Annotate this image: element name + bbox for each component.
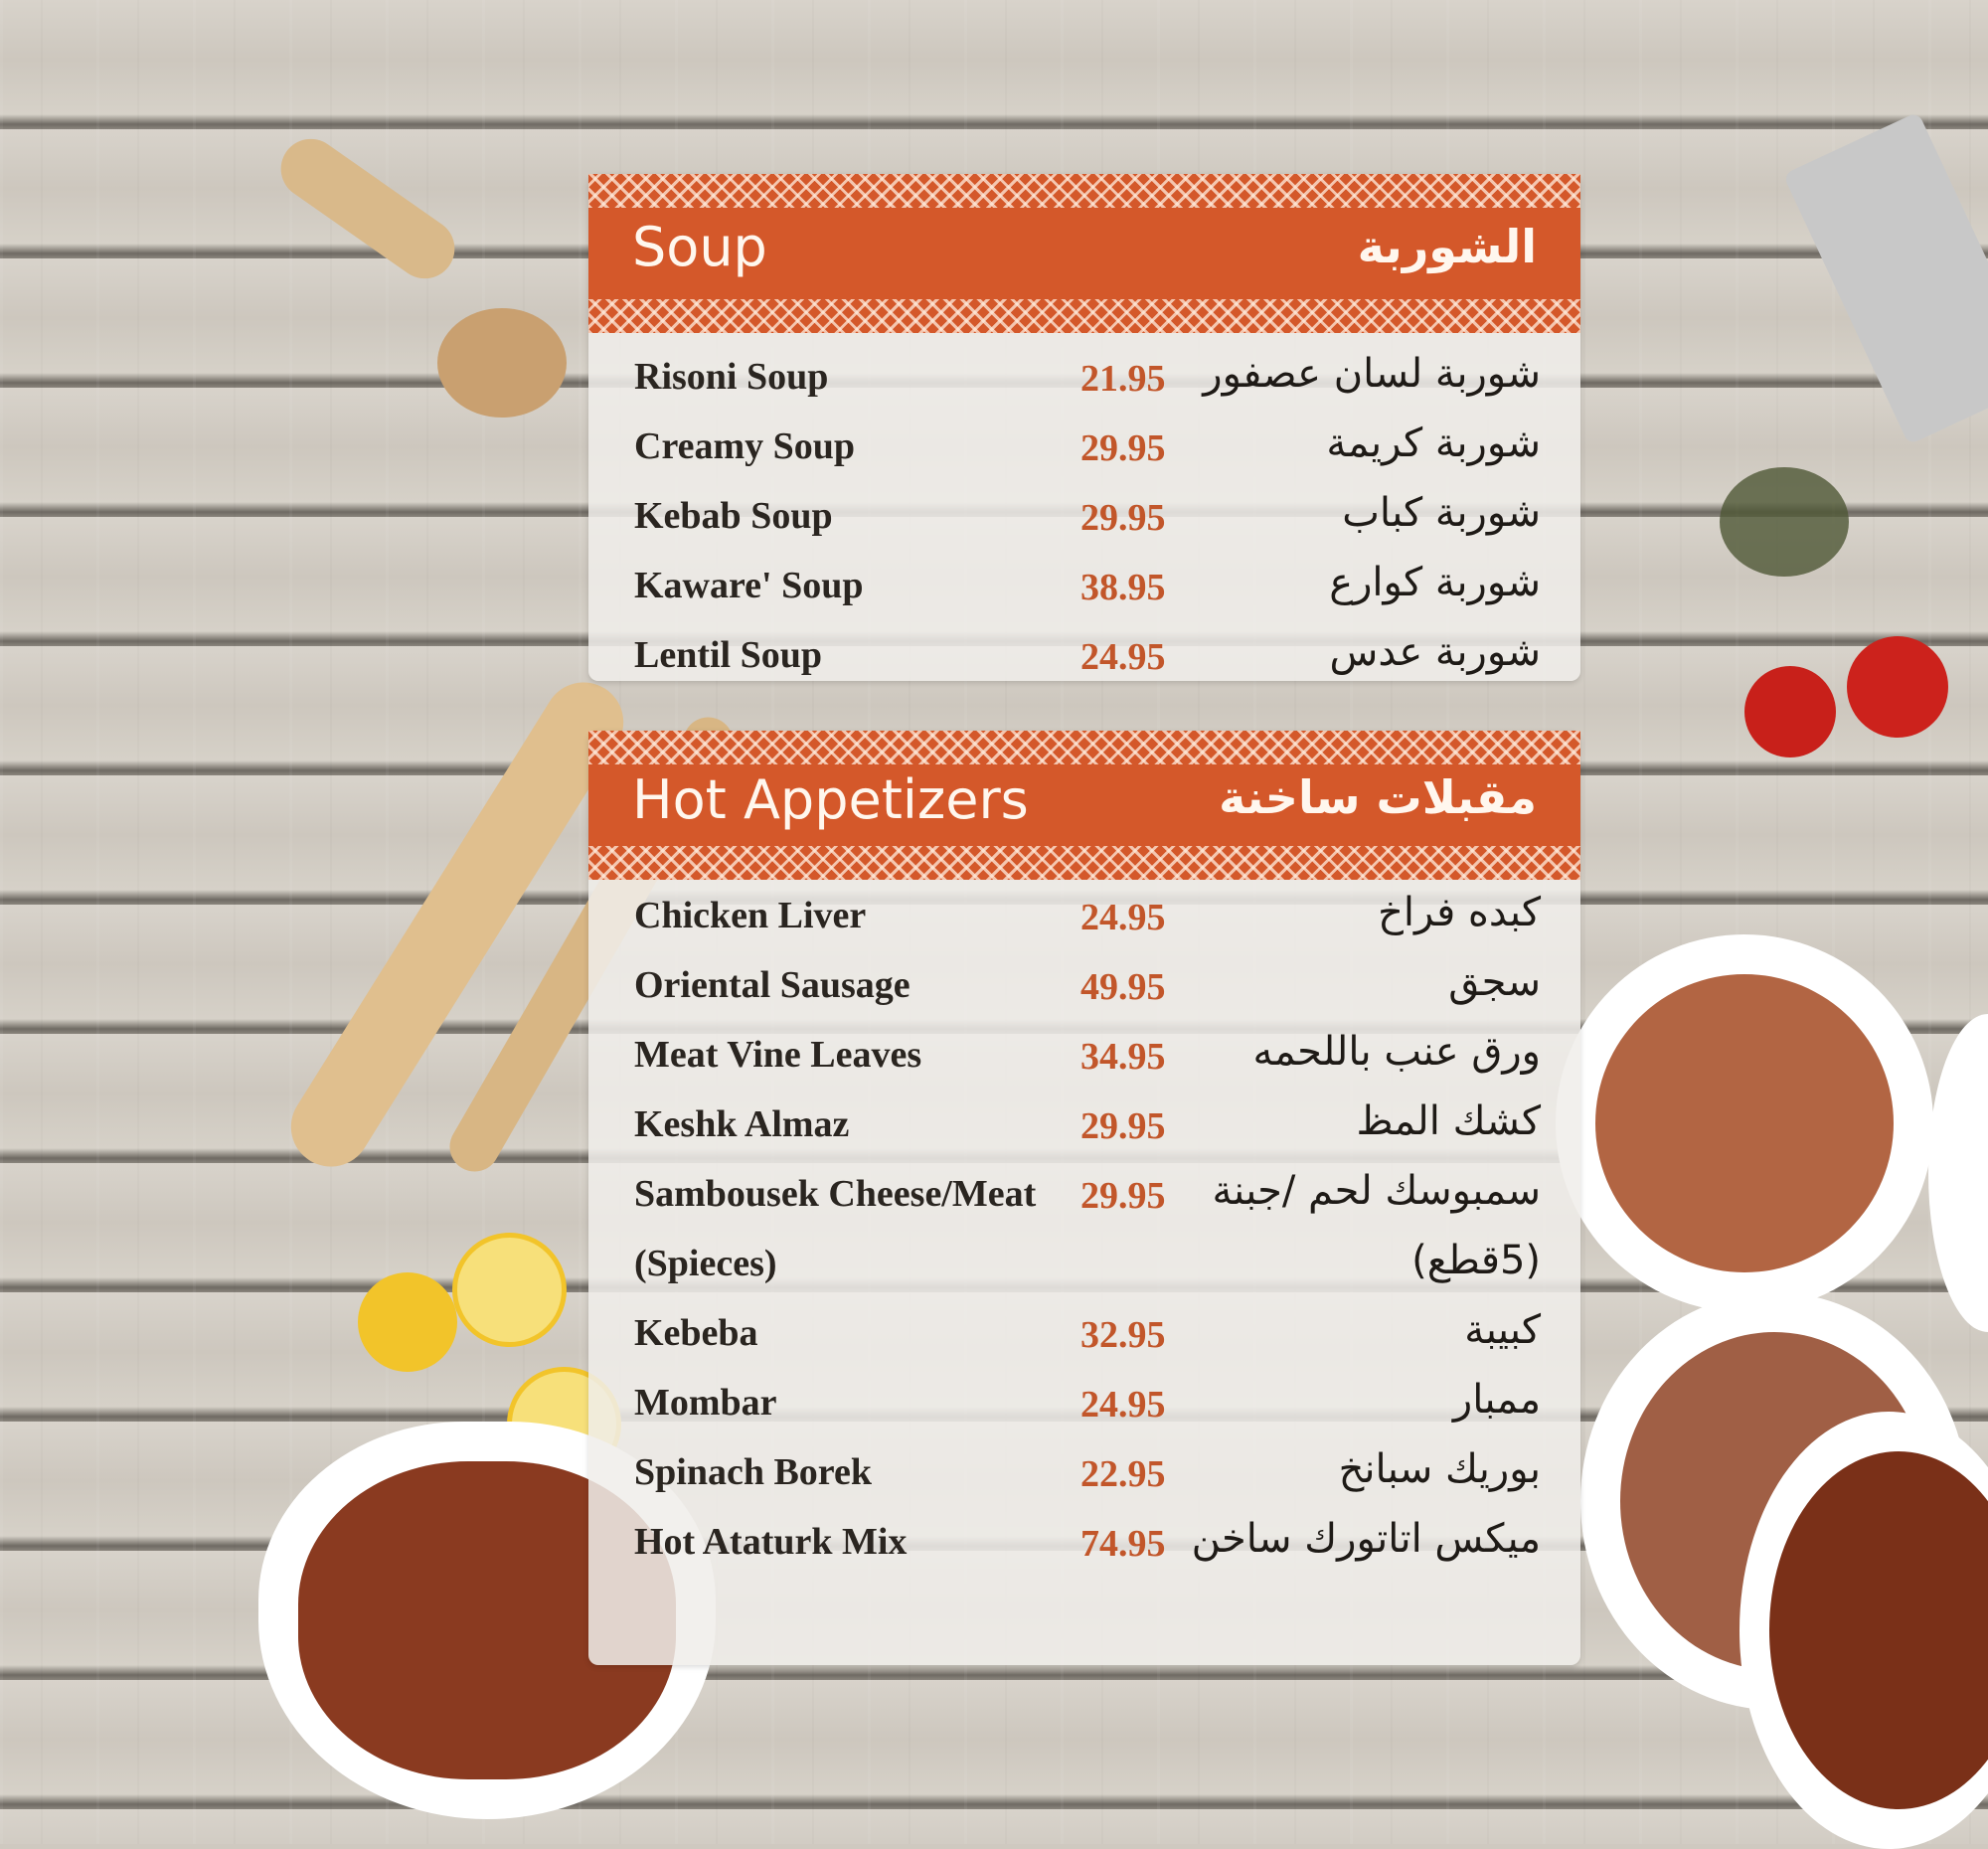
item-price: 24.95 <box>1080 897 1166 938</box>
item-name: Spinach Borek <box>634 1451 872 1493</box>
section-title: Soup <box>632 216 767 278</box>
tomato-image <box>1744 666 1836 757</box>
hot-appetizers-section: Hot Appetizers مقبلات ساخنة Chicken Live… <box>588 731 1580 1665</box>
menu-item: Chicken Liver 24.95 كبده فراخ <box>588 880 1580 949</box>
item-price: 38.95 <box>1080 567 1166 608</box>
item-name: Keshk Almaz <box>634 1103 850 1145</box>
menu-item: Lentil Soup 24.95 شوربة عدس <box>588 619 1580 689</box>
herbs-image <box>1720 467 1849 577</box>
menu-item: (Spieces) (5قطع) <box>588 1228 1580 1297</box>
item-name-arabic: كبيبة <box>1464 1307 1541 1353</box>
stew-dish-image <box>1740 1412 1988 1849</box>
item-name-arabic: ممبار <box>1452 1377 1541 1423</box>
item-name: Kaware' Soup <box>634 565 864 606</box>
item-name-arabic: كشك المظ <box>1356 1098 1541 1144</box>
menu-item: Sambousek Cheese/Meat 29.95 سمبوسك لحم /جب… <box>588 1158 1580 1228</box>
section-title: Hot Appetizers <box>632 768 1029 831</box>
item-name-arabic: شوربة كريمة <box>1326 420 1541 466</box>
wooden-scoop-image <box>268 127 586 418</box>
item-name-arabic: شوربة كوارع <box>1329 560 1541 605</box>
menu-item: Oriental Sausage 49.95 سجق <box>588 949 1580 1019</box>
item-name: Chicken Liver <box>634 895 867 936</box>
item-price: 22.95 <box>1080 1453 1166 1495</box>
item-name-arabic: كبده فراخ <box>1378 890 1541 935</box>
item-name: Meat Vine Leaves <box>634 1034 922 1076</box>
item-name: Kebab Soup <box>634 495 833 537</box>
item-name-arabic: شوربة كباب <box>1342 490 1541 536</box>
menu-item: Keshk Almaz 29.95 كشك المظ <box>588 1089 1580 1158</box>
tomato-image <box>1847 636 1948 738</box>
item-price: 74.95 <box>1080 1523 1166 1565</box>
kebeba-dish-image <box>1556 934 1933 1312</box>
item-name: Risoni Soup <box>634 356 829 398</box>
item-name-arabic: سمبوسك لحم /جبنة <box>1212 1168 1541 1214</box>
item-name: Kebeba <box>634 1312 758 1354</box>
menu-item: Kebab Soup 29.95 شوربة كباب <box>588 480 1580 550</box>
item-price: 29.95 <box>1080 1105 1166 1147</box>
item-name: Mombar <box>634 1382 777 1424</box>
item-name: Oriental Sausage <box>634 964 911 1006</box>
item-name-arabic: شوربة عدس <box>1329 629 1541 675</box>
soup-section: Soup الشوربة Risoni Soup 21.95 شوربة لسان … <box>588 174 1580 681</box>
menu-item: Kebeba 32.95 كبيبة <box>588 1297 1580 1367</box>
item-price: 21.95 <box>1080 358 1166 400</box>
section-header: Soup الشوربة <box>588 174 1580 333</box>
item-name: Sambousek Cheese/Meat <box>634 1173 1037 1215</box>
item-name-arabic: ميكس اتاتورك ساخن <box>1191 1516 1541 1562</box>
item-name-arabic: سجق <box>1448 959 1541 1005</box>
item-price: 29.95 <box>1080 1175 1166 1217</box>
pattern-border <box>588 299 1580 333</box>
item-price: 29.95 <box>1080 427 1166 469</box>
item-name-arabic: بوريك سبانخ <box>1338 1446 1541 1492</box>
item-name-arabic: ورق عنب باللحمه <box>1252 1029 1541 1075</box>
section-header: Hot Appetizers مقبلات ساخنة <box>588 731 1580 880</box>
item-price: 34.95 <box>1080 1036 1166 1078</box>
lemon-image <box>358 1272 457 1372</box>
menu-item: Kaware' Soup 38.95 شوربة كوارع <box>588 550 1580 619</box>
pattern-border <box>588 731 1580 764</box>
item-price: 24.95 <box>1080 1384 1166 1426</box>
item-price: 32.95 <box>1080 1314 1166 1356</box>
item-name: (Spieces) <box>634 1243 777 1284</box>
lemon-image <box>452 1233 567 1347</box>
menu-item: Risoni Soup 21.95 شوربة لسان عصفور <box>588 341 1580 411</box>
item-name: Lentil Soup <box>634 634 823 676</box>
pattern-border <box>588 846 1580 880</box>
item-price: 29.95 <box>1080 497 1166 539</box>
menu-item: Meat Vine Leaves 34.95 ورق عنب باللحمه <box>588 1019 1580 1089</box>
menu-item: Mombar 24.95 ممبار <box>588 1367 1580 1436</box>
item-name: Creamy Soup <box>634 425 856 467</box>
item-price: 24.95 <box>1080 636 1166 678</box>
item-name-arabic: (5قطع) <box>1411 1238 1541 1283</box>
menu-item: Creamy Soup 29.95 شوربة كريمة <box>588 411 1580 480</box>
menu-item: Hot Ataturk Mix 74.95 ميكس اتاتورك ساخن <box>588 1506 1580 1576</box>
item-name: Hot Ataturk Mix <box>634 1521 908 1563</box>
menu-item: Spinach Borek 22.95 بوريك سبانخ <box>588 1436 1580 1506</box>
pattern-border <box>588 174 1580 208</box>
item-price: 49.95 <box>1080 966 1166 1008</box>
section-title-arabic: الشوربة <box>1357 220 1537 273</box>
section-title-arabic: مقبلات ساخنة <box>1219 770 1537 824</box>
item-name-arabic: شوربة لسان عصفور <box>1203 351 1541 397</box>
